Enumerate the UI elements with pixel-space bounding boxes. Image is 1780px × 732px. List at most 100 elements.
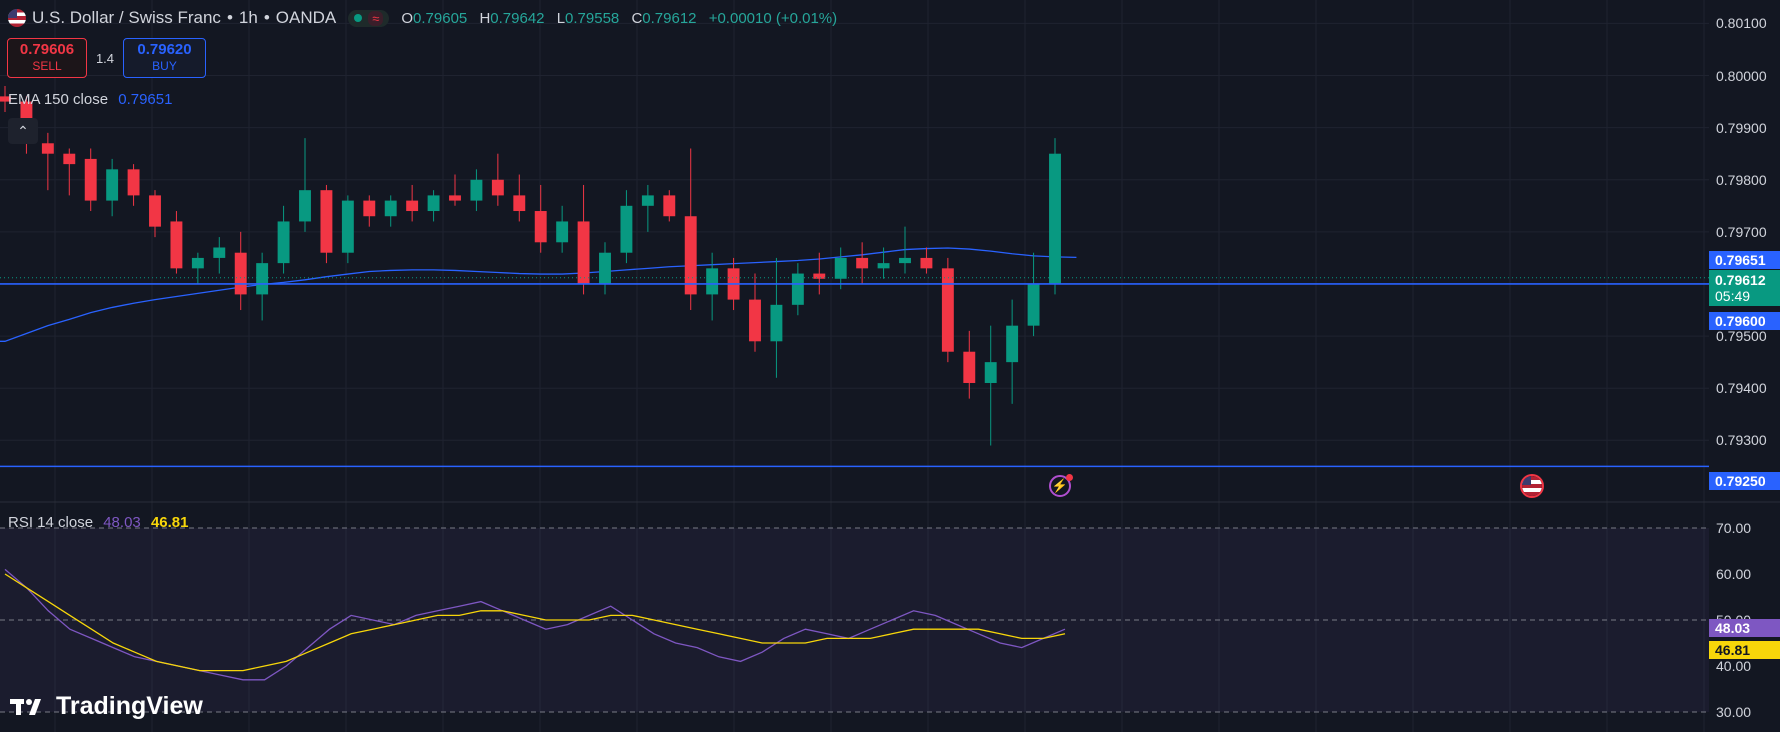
candle-body (277, 221, 290, 264)
candle-body (641, 195, 654, 206)
rsi-ma-value: 46.81 (150, 514, 189, 531)
candle-body (856, 257, 869, 269)
buy-label: BUY (152, 59, 177, 73)
market-open-icon (354, 14, 363, 22)
candle-body (491, 179, 504, 196)
price-tick-label: 0.79400 (1716, 380, 1767, 397)
candle-body (513, 195, 526, 212)
price-tick-label: 0.79300 (1716, 432, 1767, 449)
price-tick-label: 30.00 (1716, 704, 1752, 720)
horizontal-lines[interactable] (0, 277, 1709, 468)
rsi-ma-line (4, 573, 1066, 672)
header-separator: • (263, 8, 270, 27)
buy-button[interactable]: 0.79620 BUY (123, 38, 206, 78)
lightning-icon[interactable]: ⚡ (1049, 475, 1071, 497)
candle-body (749, 299, 761, 342)
trade-panel: 0.79606 SELL 1.4 0.79620 BUY (7, 38, 206, 78)
price-tick-label: 40.00 (1716, 658, 1752, 674)
market-status[interactable]: ≈ (348, 9, 390, 27)
candle-body (234, 252, 247, 295)
candle-body (449, 195, 461, 201)
candle-body (427, 195, 440, 212)
ema-value: 0.79651 (118, 91, 173, 108)
price-tick-label: 0.80100 (1716, 15, 1767, 32)
us-flag-icon (8, 9, 26, 27)
candle-body (127, 169, 140, 196)
ema-150-line (0, 247, 1077, 342)
tradingview-mark-icon (10, 697, 50, 717)
candle-body (984, 362, 997, 383)
candle-body (1006, 325, 1019, 363)
candle-body (813, 273, 826, 279)
candlestick-series (0, 85, 1061, 446)
candle-body (63, 153, 76, 165)
price-tick-label: 0.80000 (1716, 67, 1767, 84)
sell-price: 0.79606 (19, 41, 75, 58)
change-value: +0.00010 (+0.01%) (708, 9, 838, 27)
candle-body (213, 247, 226, 258)
hline-price-label: 0.79600 (1709, 312, 1780, 330)
ema-price-label: 0.79651 (1709, 251, 1780, 269)
ohlc-values: O0.79605 H0.79642 L0.79558 C0.79612 +0.0… (401, 9, 838, 27)
candle-body (406, 200, 419, 212)
price-tick-label: 0.79800 (1716, 171, 1767, 188)
candle-body (556, 221, 569, 243)
price-tick-label: 0.79500 (1716, 328, 1767, 345)
candle-body (84, 158, 97, 201)
candle-body (684, 216, 697, 295)
candle-body (770, 304, 783, 342)
rsi-label: RSI 14 close (8, 514, 94, 531)
rsi-value: 48.03 (103, 514, 141, 531)
rsi-legend[interactable]: RSI 14 close 48.03 46.81 (8, 514, 188, 531)
candle-body (106, 169, 119, 201)
rsi-pane (0, 527, 1709, 713)
candle-body (1049, 153, 1061, 284)
candle-body (577, 221, 590, 284)
candle-body (0, 96, 11, 102)
candle-body (599, 252, 611, 284)
sell-button[interactable]: 0.79606 SELL (7, 38, 87, 78)
buy-price: 0.79620 (137, 41, 192, 58)
ema-legend[interactable]: EMA 150 close 0.79651 (8, 91, 172, 108)
candle-body (941, 268, 954, 352)
symbol-header[interactable]: U.S. Dollar / Swiss Franc • 1h • OANDA ≈… (8, 6, 845, 30)
candle-body (170, 221, 183, 269)
candle-body (41, 143, 54, 154)
candle-body (834, 257, 847, 279)
us-flag-icon (1522, 476, 1542, 496)
candle-body (341, 200, 354, 253)
bar-countdown: 05:49 (1715, 288, 1751, 304)
wave-icon: ≈ (368, 10, 384, 26)
candle-body (470, 179, 483, 201)
candle-body (877, 263, 890, 269)
spread-value: 1.4 (95, 50, 115, 66)
rsi-ma-price-label: 46.81 (1709, 641, 1780, 659)
candle-body (320, 190, 333, 253)
candle-body (920, 257, 933, 269)
candle-body (1027, 283, 1040, 326)
candle-body (620, 205, 633, 253)
exchange-label: OANDA (275, 8, 337, 27)
notification-dot (1066, 474, 1073, 481)
ema-label: EMA 150 close (8, 91, 109, 108)
candle-body (534, 211, 547, 243)
hline2-price-label: 0.79250 (1709, 472, 1780, 490)
candle-body (899, 257, 911, 264)
sell-label: SELL (32, 59, 62, 73)
last-price: 0.79612 (1715, 272, 1766, 288)
candle-body (663, 195, 676, 217)
collapse-legend-button[interactable]: ⌃ (8, 118, 38, 144)
candle-body (256, 263, 269, 295)
price-tick-label: 60.00 (1716, 566, 1752, 582)
tradingview-logo[interactable]: TradingView (10, 692, 203, 721)
header-separator: • (226, 8, 233, 27)
interval-label[interactable]: 1h (238, 8, 258, 27)
us-event-flag-icon[interactable] (1520, 474, 1544, 498)
chevron-up-icon: ⌃ (17, 122, 29, 139)
symbol-title[interactable]: U.S. Dollar / Swiss Franc (32, 8, 221, 27)
rsi-price-label: 48.03 (1709, 619, 1780, 637)
candle-body (384, 200, 397, 217)
candle-body (963, 351, 976, 383)
